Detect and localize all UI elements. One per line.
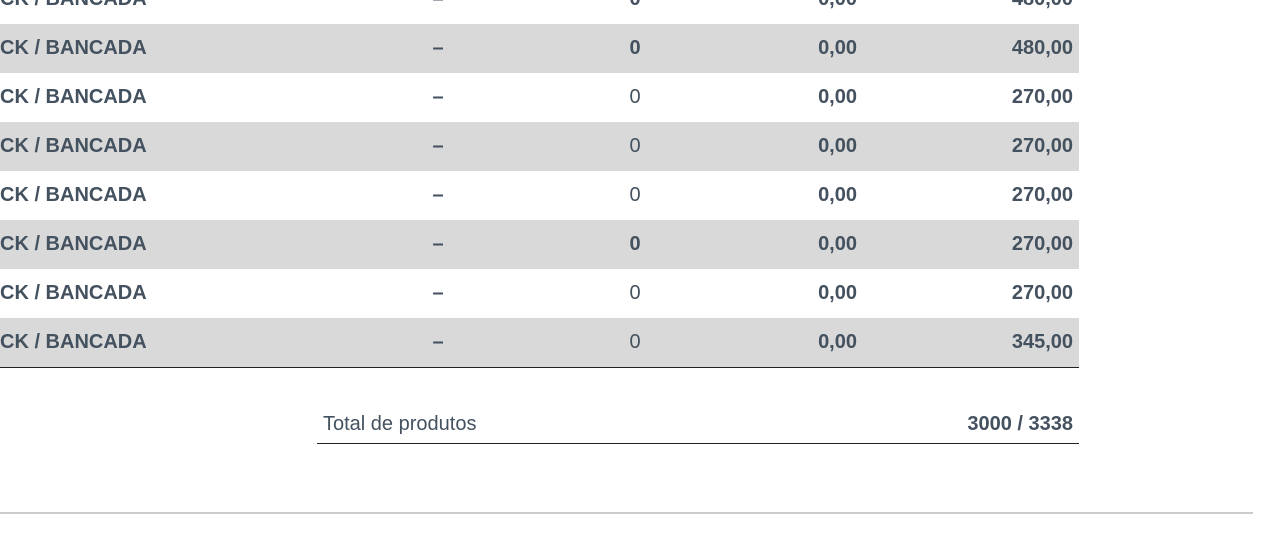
quantity: 0	[605, 0, 665, 24]
dash: –	[432, 331, 444, 353]
price: 480,00	[1012, 0, 1073, 24]
price: 345,00	[1011, 331, 1073, 353]
table-row: CK / BANCADA – 0 0,00 270,00	[0, 220, 1079, 269]
price: 270,00	[1011, 86, 1073, 108]
table-row: CK / BANCADA – 0 0,00 270,00	[0, 73, 1079, 122]
dash: –	[432, 233, 444, 255]
price: 270,00	[1011, 135, 1073, 157]
discount: 0,00	[818, 331, 857, 353]
description: CK / BANCADA	[0, 0, 147, 24]
description: CK / BANCADA	[0, 331, 147, 353]
table-row: CK / BANCADA – 0 0,00 480,00	[0, 24, 1079, 73]
quantity: 0	[629, 86, 641, 108]
description: CK / BANCADA	[0, 233, 147, 255]
discount: 0,00	[818, 37, 857, 59]
description: CK / BANCADA	[0, 282, 147, 304]
price: 480,00	[1011, 37, 1073, 59]
discount: 0,00	[818, 184, 857, 206]
table-row: CK / BANCADA – 0 0,00 345,00	[0, 318, 1079, 367]
dash: –	[432, 86, 444, 108]
footer-divider	[0, 512, 1253, 514]
quantity: 0	[629, 233, 641, 255]
discount: 0,00	[818, 233, 857, 255]
price: 270,00	[1011, 233, 1073, 255]
dash: –	[408, 0, 468, 24]
quantity: 0	[629, 135, 641, 157]
discount: 0,00	[818, 0, 857, 24]
quantity: 0	[629, 37, 641, 59]
quantity: 0	[629, 184, 641, 206]
dash: –	[432, 37, 444, 59]
discount: 0,00	[818, 135, 857, 157]
description: CK / BANCADA	[0, 184, 147, 206]
table-row: CK / BANCADA – 0 0,00 270,00	[0, 269, 1079, 318]
table-row: CK / BANCADA – 0 0,00 480,00	[0, 0, 1079, 24]
quantity: 0	[629, 331, 641, 353]
dash: –	[432, 184, 444, 206]
total-border	[317, 443, 1079, 444]
description: CK / BANCADA	[0, 37, 147, 59]
total-label: Total de produtos	[323, 413, 477, 435]
quantity: 0	[629, 282, 641, 304]
price: 270,00	[1011, 282, 1073, 304]
description: CK / BANCADA	[0, 86, 147, 108]
price: 270,00	[1011, 184, 1073, 206]
table-row: CK / BANCADA – 0 0,00 270,00	[0, 171, 1079, 220]
dash: –	[432, 282, 444, 304]
table-row: CK / BANCADA – 0 0,00 270,00	[0, 122, 1079, 171]
table-border	[0, 367, 1079, 368]
discount: 0,00	[818, 282, 857, 304]
total-value: 3000 / 3338	[967, 413, 1073, 435]
dash: –	[432, 135, 444, 157]
discount: 0,00	[818, 86, 857, 108]
description: CK / BANCADA	[0, 135, 147, 157]
